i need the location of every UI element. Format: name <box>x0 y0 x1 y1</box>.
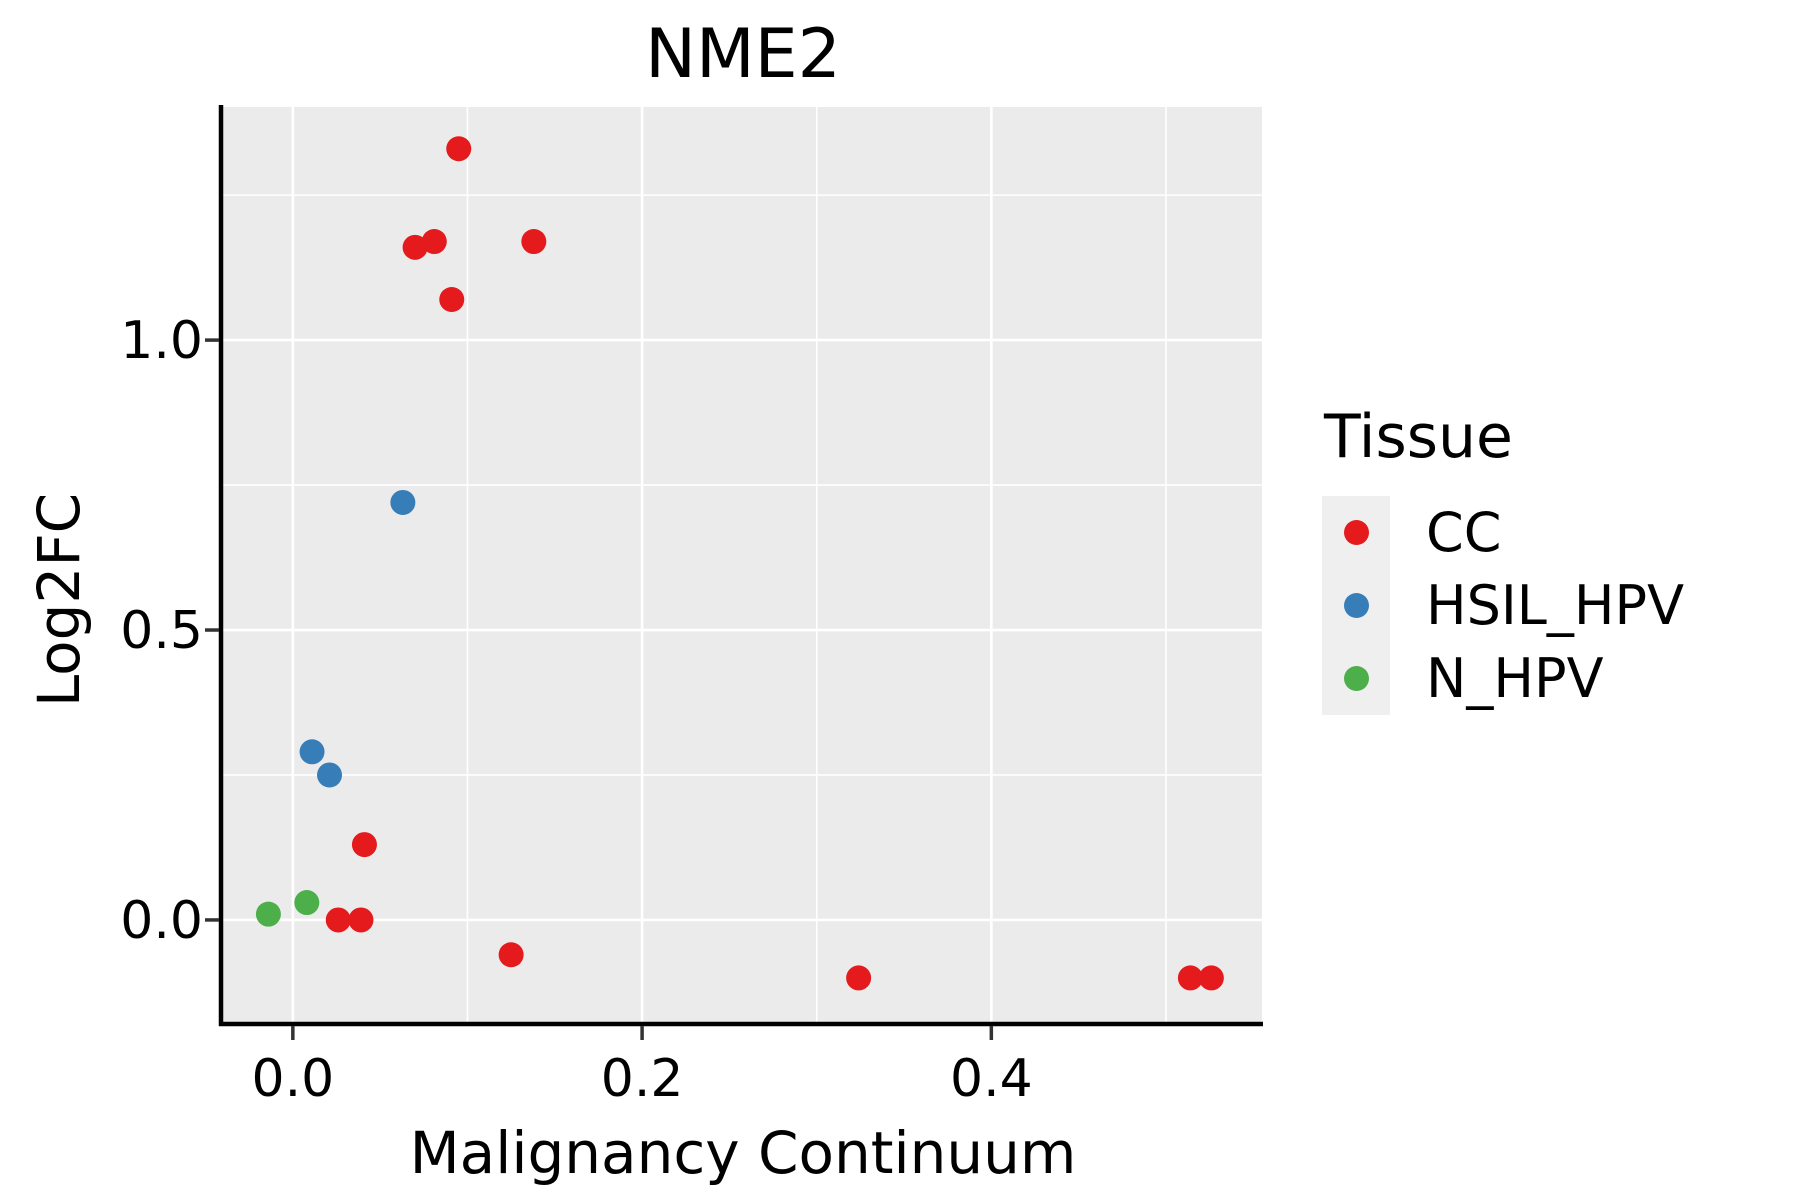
y-tick-label: 1.0 <box>120 311 203 371</box>
legend-item-cc: CC <box>1322 496 1684 569</box>
data-point-hsil_hpv <box>317 762 343 788</box>
legend-title: Tissue <box>1324 402 1513 472</box>
x-tick-label: 0.0 <box>251 1049 334 1109</box>
legend-label: HSIL_HPV <box>1426 574 1685 637</box>
legend-label: N_HPV <box>1426 647 1604 710</box>
legend-keys: CC HSIL_HPV N_HPV <box>1322 496 1684 715</box>
x-tick-label: 0.2 <box>601 1049 684 1109</box>
plot-title: NME2 <box>645 15 841 94</box>
legend-key-box <box>1322 496 1390 569</box>
data-point-cc <box>1198 965 1224 991</box>
data-point-cc <box>446 136 472 162</box>
data-point-cc <box>846 965 872 991</box>
legend-item-hsil-hpv: HSIL_HPV <box>1322 569 1684 642</box>
data-point-cc <box>521 229 547 255</box>
data-point-cc <box>325 907 351 933</box>
legend-key-box <box>1322 642 1390 715</box>
hsil-hpv-dot-icon <box>1343 593 1369 618</box>
legend-label: CC <box>1426 501 1502 564</box>
n-hpv-dot-icon <box>1343 666 1369 691</box>
data-point-cc <box>402 234 428 260</box>
y-axis-title: Log2FC <box>25 492 94 708</box>
panel-background <box>223 107 1262 1022</box>
cc-dot-icon <box>1343 520 1369 545</box>
data-point-cc <box>351 832 377 858</box>
data-point-n_hpv <box>255 901 281 927</box>
y-tick-label: 0.0 <box>120 891 203 951</box>
legend-key-box <box>1322 569 1390 642</box>
data-point-n_hpv <box>294 890 320 916</box>
data-point-hsil_hpv <box>299 739 325 765</box>
y-tick-label: 0.5 <box>120 601 203 661</box>
data-point-cc <box>439 287 465 313</box>
data-point-cc <box>421 229 447 255</box>
data-point-cc <box>348 907 374 933</box>
data-point-cc <box>498 942 524 968</box>
data-point-cc <box>1177 965 1203 991</box>
x-tick-label: 0.4 <box>950 1049 1033 1109</box>
data-point-hsil_hpv <box>390 489 416 515</box>
legend: Tissue CC HSIL_HPV N_HPV <box>1322 404 1684 715</box>
x-axis-title: Malignancy Continuum <box>409 1119 1077 1187</box>
legend-item-n-hpv: N_HPV <box>1322 642 1684 715</box>
